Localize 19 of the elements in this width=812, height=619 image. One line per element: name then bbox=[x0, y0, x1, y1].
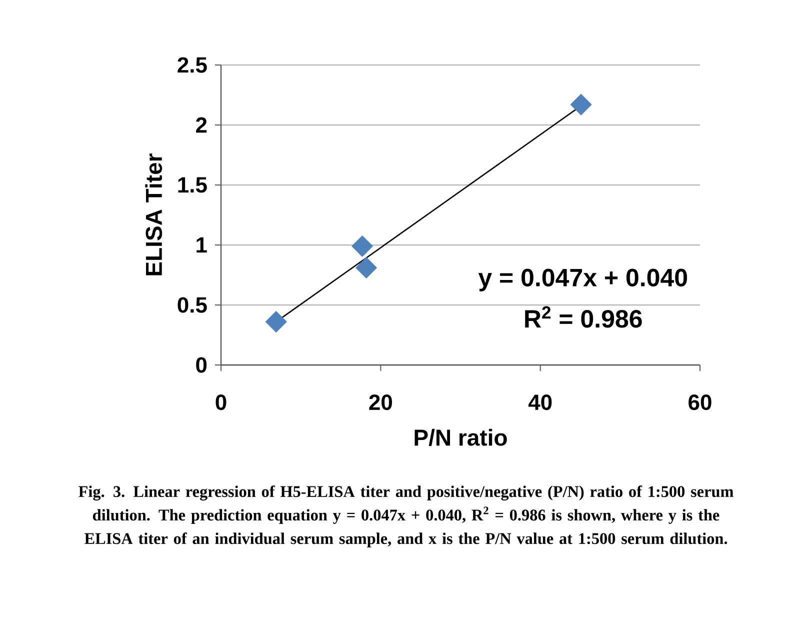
y-tick-label: 2 bbox=[196, 117, 207, 133]
x-tick-label: 0 bbox=[216, 394, 226, 410]
point bbox=[265, 310, 287, 333]
y-axis-title: ELISA Titer bbox=[145, 154, 162, 276]
y-tick-label: 0 bbox=[196, 357, 207, 373]
point bbox=[355, 256, 378, 279]
point bbox=[570, 94, 592, 116]
annotation: y = 0.047x + 0.040 bbox=[478, 268, 688, 292]
x-tick-label: 40 bbox=[528, 394, 552, 410]
y-tick-label: 0.5 bbox=[178, 297, 207, 313]
y-tick-label: 1 bbox=[196, 237, 207, 253]
y-tick-label: 1.5 bbox=[178, 177, 207, 193]
caption: Fig. 3. Linear regression of H5-ELISA titer and positive/negative (P/N) ratio of 1:500 serum dilution. The prediction equation y = 0.047x + 0.040, R$^{2}$ = 0.986 is shown, where y is the ELISA titer of an individual serum sample, and x is the P/N value at 1:500 serum dilution. bbox=[78, 486, 734, 548]
x-tick-label: 60 bbox=[688, 394, 712, 410]
x-tick-label: 20 bbox=[369, 394, 392, 410]
point bbox=[352, 235, 374, 257]
x-axis-title: P/N ratio bbox=[414, 428, 507, 446]
y-tick-label: 2.5 bbox=[178, 57, 207, 73]
annotation: R$^{2}$ = 0.986 bbox=[525, 306, 642, 328]
